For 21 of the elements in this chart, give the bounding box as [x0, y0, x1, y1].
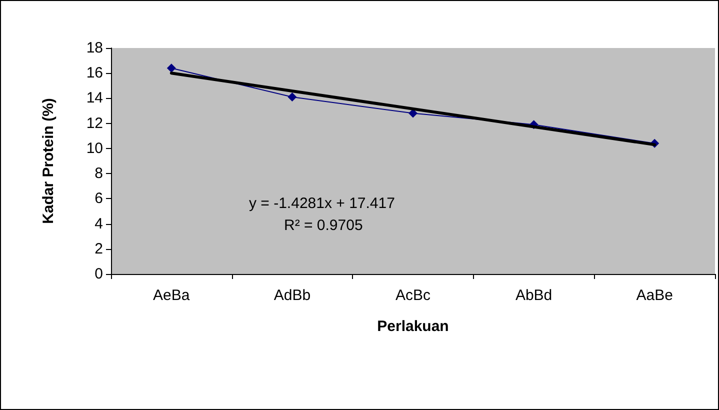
y-tick-label: 12 — [86, 114, 103, 132]
annotation: R² = 0.9705 — [284, 217, 363, 234]
y-axis-title: Kadar Protein (%) — [40, 98, 57, 224]
y-tick-label: 16 — [86, 64, 103, 82]
y-tick-label: 6 — [94, 190, 103, 208]
annotation: y = -1.4281x + 17.417 — [249, 195, 395, 212]
x-tick-label: AcBc — [395, 287, 431, 304]
y-tick-label: 4 — [94, 215, 103, 232]
y-tick-label: 10 — [86, 140, 103, 157]
y-tick-label: 0 — [94, 266, 103, 282]
x-tick-label: AdBb — [274, 287, 311, 304]
x-tick-label: AbBd — [515, 287, 552, 304]
x-axis-title: Perlakuan — [377, 318, 449, 335]
point — [288, 92, 297, 102]
point — [166, 64, 176, 73]
x-tick-label: AaBe — [636, 287, 673, 304]
y-tick-label: 8 — [94, 165, 103, 182]
y-tick-label: 14 — [86, 90, 103, 107]
y-tick-label: 18 — [86, 40, 103, 56]
y-tick-label: 2 — [94, 240, 103, 258]
x-tick-label: AeBa — [153, 287, 190, 304]
